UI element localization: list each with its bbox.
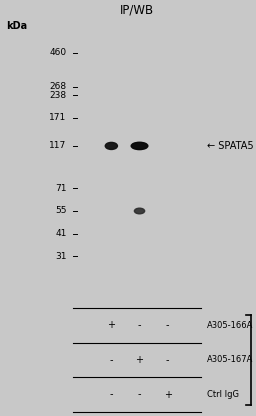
Text: 55: 55 — [55, 206, 67, 215]
Text: +: + — [164, 389, 172, 399]
Text: kDa: kDa — [6, 21, 28, 31]
Text: -: - — [110, 389, 113, 399]
Text: A305-166A: A305-166A — [207, 321, 254, 329]
Text: 117: 117 — [49, 141, 67, 151]
Text: +: + — [107, 320, 115, 330]
Text: 460: 460 — [49, 48, 67, 57]
Text: -: - — [138, 320, 141, 330]
Text: A305-167A: A305-167A — [207, 355, 254, 364]
Text: +: + — [135, 355, 144, 365]
Ellipse shape — [105, 142, 118, 149]
Text: -: - — [166, 355, 169, 365]
Ellipse shape — [131, 142, 148, 150]
Ellipse shape — [134, 208, 145, 214]
Text: 71: 71 — [55, 184, 67, 193]
Text: -: - — [110, 355, 113, 365]
Text: 41: 41 — [55, 229, 67, 238]
Text: 31: 31 — [55, 252, 67, 261]
Text: Ctrl IgG: Ctrl IgG — [207, 390, 239, 399]
Text: 268: 268 — [49, 82, 67, 91]
Text: 238: 238 — [49, 91, 67, 99]
Text: IP/WB: IP/WB — [120, 4, 154, 17]
Text: 171: 171 — [49, 113, 67, 122]
Text: -: - — [138, 389, 141, 399]
Text: ← SPATA5: ← SPATA5 — [207, 141, 254, 151]
Text: -: - — [166, 320, 169, 330]
